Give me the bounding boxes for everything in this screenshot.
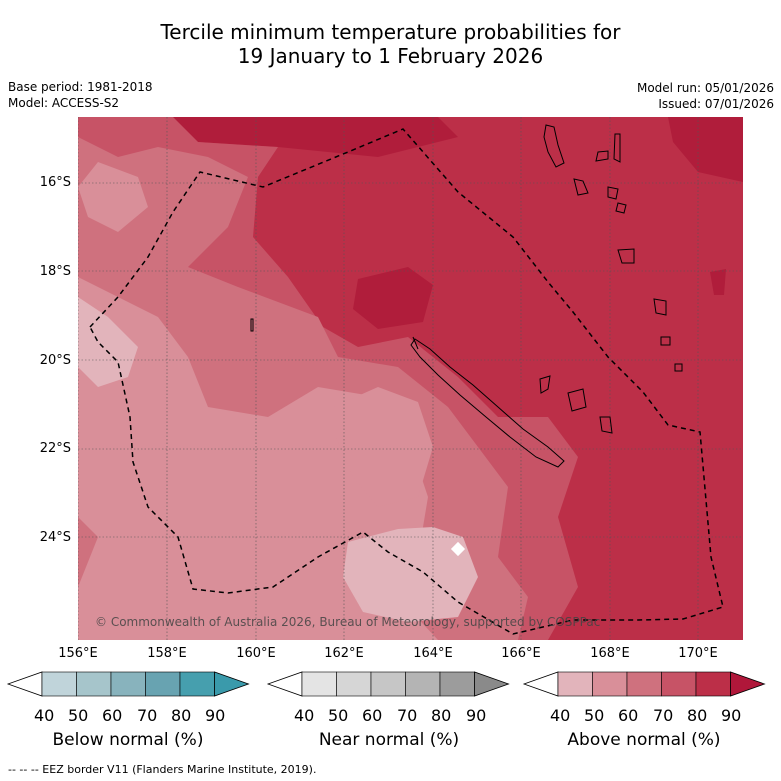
title-line-1: Tercile minimum temperature probabilitie… bbox=[160, 20, 621, 44]
colorbar-high-arrow bbox=[474, 671, 510, 697]
title-line-2: 19 January to 1 February 2026 bbox=[237, 44, 544, 68]
cb0-tick-50: 50 bbox=[68, 706, 89, 725]
lat-label-22s: 22°S bbox=[39, 441, 71, 456]
lon-label-162e: 162°E bbox=[324, 646, 364, 661]
cb2-tick-50: 50 bbox=[584, 706, 605, 725]
colorbar-segment bbox=[336, 671, 372, 697]
cb1-tick-60: 60 bbox=[362, 706, 383, 725]
colorbars bbox=[6, 671, 766, 697]
cb2-tick-40: 40 bbox=[550, 706, 571, 725]
colorbar-segment bbox=[76, 671, 112, 697]
colorbar-segment bbox=[179, 671, 215, 697]
region-40-50 bbox=[343, 527, 478, 622]
cb0-tick-70: 70 bbox=[137, 706, 158, 725]
island-outline bbox=[412, 336, 419, 350]
cb1-tick-70: 70 bbox=[397, 706, 418, 725]
lon-label-168e: 168°E bbox=[590, 646, 630, 661]
colorbar-near-normal bbox=[266, 671, 510, 697]
vanuatu-efate bbox=[617, 248, 635, 264]
cb2-tick-70: 70 bbox=[653, 706, 674, 725]
cb0-tick-60: 60 bbox=[102, 706, 123, 725]
vanuatu-shepherds bbox=[615, 202, 627, 214]
cb1-tick-90: 90 bbox=[466, 706, 487, 725]
loyalty-island-mare bbox=[599, 416, 613, 434]
vanuatu-tanna bbox=[660, 336, 671, 346]
lon-label-156e: 156°E bbox=[58, 646, 98, 661]
colorbar-high-arrow bbox=[730, 671, 766, 697]
colorbar-segment bbox=[592, 671, 628, 697]
region-dark-north bbox=[173, 117, 458, 157]
region-dark-central bbox=[353, 267, 433, 329]
grid-lines bbox=[78, 117, 743, 640]
colorbar-label-below: Below normal (%) bbox=[52, 730, 204, 750]
colorbar-low-arrow bbox=[266, 671, 303, 697]
region-40-50-west bbox=[78, 297, 138, 387]
colorbar-segment bbox=[41, 671, 77, 697]
colorbar-label-above: Above normal (%) bbox=[567, 730, 721, 750]
cb0-tick-80: 80 bbox=[171, 706, 192, 725]
vanuatu-erromango bbox=[653, 298, 667, 316]
new-caledonia-coastline bbox=[410, 338, 565, 468]
colorbar-segment bbox=[439, 671, 475, 697]
cb2-tick-60: 60 bbox=[618, 706, 639, 725]
colorbar-label-near: Near normal (%) bbox=[318, 730, 460, 750]
colorbar-segment bbox=[661, 671, 697, 697]
colorbar-segment bbox=[626, 671, 662, 697]
region-50-60-center bbox=[333, 387, 433, 507]
region-dark-east bbox=[710, 269, 726, 295]
lon-label-166e: 166°E bbox=[501, 646, 541, 661]
region-dark-northeast bbox=[668, 117, 743, 182]
colorbar-low-arrow bbox=[6, 671, 43, 697]
eez-footnote: -- -- -- EEZ border V11 (Flanders Marine… bbox=[8, 763, 317, 776]
lat-label-20s: 20°S bbox=[39, 353, 71, 368]
colorbar-segment bbox=[405, 671, 441, 697]
lat-label-16s: 16°S bbox=[39, 175, 71, 190]
colorbar-segment bbox=[370, 671, 406, 697]
cb1-tick-80: 80 bbox=[431, 706, 452, 725]
loyalty-island-lifou bbox=[567, 388, 587, 412]
issued-date: Issued: 07/01/2026 bbox=[658, 97, 774, 111]
cb2-tick-80: 80 bbox=[687, 706, 708, 725]
vanuatu-aneityum bbox=[674, 363, 683, 372]
colorbar-below-normal bbox=[6, 671, 250, 697]
colorbar-segment bbox=[695, 671, 731, 697]
cb1-tick-50: 50 bbox=[328, 706, 349, 725]
colorbar-segment bbox=[110, 671, 146, 697]
loyalty-island-ouvea bbox=[539, 375, 551, 394]
copyright-notice: © Commonwealth of Australia 2026, Bureau… bbox=[95, 615, 601, 629]
lon-label-158e: 158°E bbox=[147, 646, 187, 661]
lon-label-160e: 160°E bbox=[236, 646, 276, 661]
eez-border bbox=[89, 128, 724, 635]
cb0-tick-90: 90 bbox=[205, 706, 226, 725]
probability-map bbox=[78, 117, 743, 640]
colorbar-high-arrow bbox=[214, 671, 250, 697]
vanuatu-island-1 bbox=[595, 150, 609, 162]
region-50-60-nw bbox=[78, 162, 148, 232]
vanuatu-pentecost bbox=[613, 133, 621, 163]
base-period: Base period: 1981-2018 bbox=[8, 80, 153, 94]
cb0-tick-40: 40 bbox=[34, 706, 55, 725]
colorbar-tick-labels: 40 50 60 70 80 90 40 50 60 70 80 90 40 5… bbox=[0, 706, 781, 726]
chesterfield-islands bbox=[250, 318, 254, 332]
white-cell bbox=[450, 541, 466, 557]
cb1-tick-40: 40 bbox=[294, 706, 315, 725]
model-name: Model: ACCESS-S2 bbox=[8, 96, 120, 110]
lat-label-24s: 24°S bbox=[39, 530, 71, 545]
lat-label-18s: 18°S bbox=[39, 264, 71, 279]
vanuatu-malakula bbox=[573, 178, 589, 196]
model-run: Model run: 05/01/2026 bbox=[636, 81, 774, 95]
colorbar-above-normal bbox=[522, 671, 766, 697]
colorbar-segment bbox=[145, 671, 181, 697]
colorbar-segment bbox=[301, 671, 337, 697]
lon-label-164e: 164°E bbox=[413, 646, 453, 661]
colorbar-segment bbox=[557, 671, 593, 697]
vanuatu-epi bbox=[607, 186, 619, 200]
colorbar-low-arrow bbox=[522, 671, 559, 697]
lon-label-170e: 170°E bbox=[678, 646, 718, 661]
cb2-tick-90: 90 bbox=[721, 706, 742, 725]
vanuatu-espiritu-santo bbox=[543, 124, 565, 168]
